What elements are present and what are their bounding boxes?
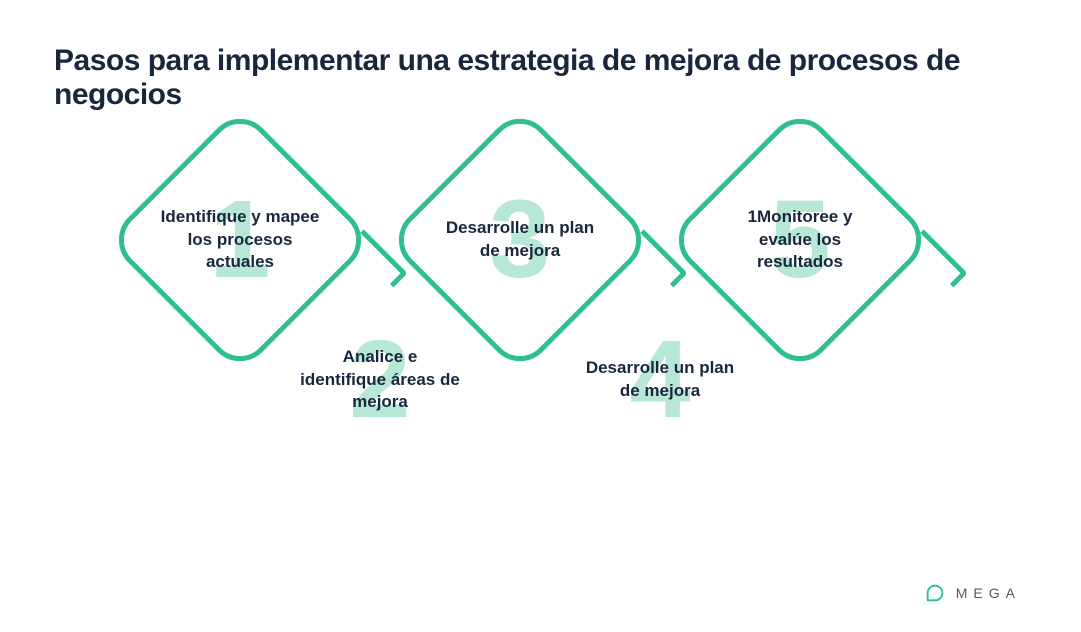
step-label: Desarrolle un plan de mejora — [570, 357, 750, 403]
step-label: 1Monitoree y evalúe los resultados — [710, 206, 890, 275]
step-label: Identifique y mapee los procesos actuale… — [150, 206, 330, 275]
diagram-stage: 2 Analice e identifique áreas de mejora … — [0, 110, 1081, 590]
step-label: Desarrolle un plan de mejora — [430, 217, 610, 263]
diamond-tail-icon — [920, 229, 967, 276]
brand-logo-text: MEGA — [956, 585, 1021, 601]
brand-logo: MEGA — [924, 582, 1021, 604]
page-title: Pasos para implementar una estrategia de… — [54, 44, 1051, 112]
speech-bubble-icon — [924, 582, 946, 604]
step-label: Analice e identifique áreas de mejora — [290, 346, 470, 415]
